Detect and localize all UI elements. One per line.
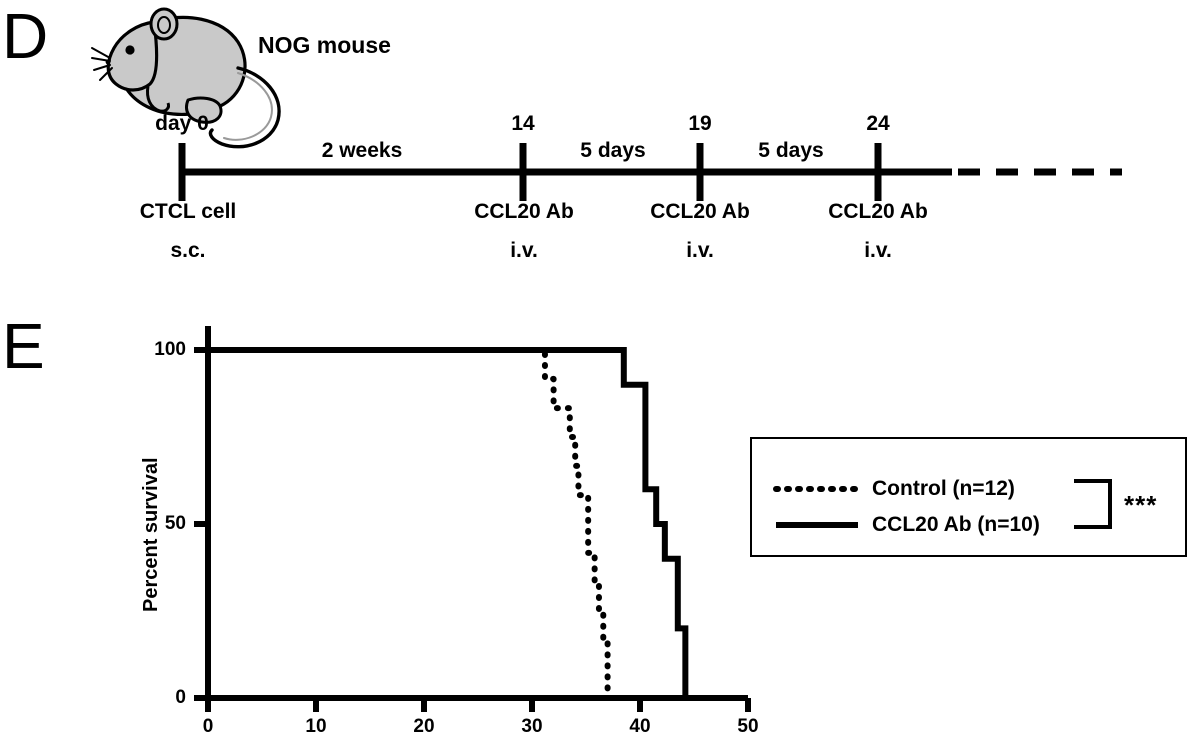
panel-letter-e: E bbox=[2, 310, 45, 382]
timeline-tick-label-day14: 14 bbox=[511, 112, 535, 135]
timeline-interval-2-weeks: 2 weeks bbox=[321, 139, 403, 162]
timeline-tick-label-day0: day 0 bbox=[155, 112, 209, 135]
legend-graphics bbox=[773, 479, 1112, 529]
x-tick-label-10: 10 bbox=[305, 716, 327, 737]
timeline-tick-label-day24: 24 bbox=[866, 112, 890, 135]
timeline-interval-5-days-b: 5 days bbox=[758, 139, 824, 162]
timeline-event-day0-line1: CTCL cell bbox=[139, 200, 237, 223]
timeline-event-day0-line2: s.c. bbox=[170, 239, 206, 262]
y-tick-label-50: 50 bbox=[164, 513, 186, 534]
survival-plot bbox=[194, 326, 751, 712]
series-ccl20-line bbox=[208, 347, 689, 698]
legend-label-ccl20: CCL20 Ab (n=10) bbox=[872, 513, 1040, 536]
legend-box: Control (n=12) CCL20 Ab (n=10) *** bbox=[750, 437, 1187, 557]
y-tick-label-100: 100 bbox=[154, 339, 186, 360]
x-tick-label-50: 50 bbox=[737, 716, 759, 737]
x-tick-label-0: 0 bbox=[202, 716, 214, 737]
plot-axes bbox=[194, 326, 751, 712]
mouse-caption: NOG mouse bbox=[258, 32, 391, 58]
timeline-axis bbox=[178, 143, 1122, 201]
x-tick-label-30: 30 bbox=[521, 716, 543, 737]
timeline-interval-5-days-a: 5 days bbox=[580, 139, 646, 162]
series-control-line bbox=[205, 347, 611, 701]
comparison-bracket-icon bbox=[1074, 479, 1112, 529]
timeline-event-day14-line2: i.v. bbox=[510, 239, 538, 262]
x-tick-label-20: 20 bbox=[413, 716, 435, 737]
timeline-tick-label-day19: 19 bbox=[688, 112, 712, 135]
timeline-event-day24-line2: i.v. bbox=[864, 239, 892, 262]
timeline-event-day14-line1: CCL20 Ab bbox=[474, 200, 574, 223]
y-tick-label-0: 0 bbox=[175, 687, 186, 708]
timeline-event-day19-line1: CCL20 Ab bbox=[650, 200, 750, 223]
timeline-event-day19-line2: i.v. bbox=[686, 239, 714, 262]
timeline-event-day24-line1: CCL20 Ab bbox=[828, 200, 928, 223]
legend-label-control: Control (n=12) bbox=[872, 477, 1015, 500]
plot-series bbox=[205, 347, 689, 701]
mouse-illustration bbox=[91, 7, 281, 149]
panel-letter-d: D bbox=[2, 0, 49, 72]
x-tick-label-40: 40 bbox=[629, 716, 651, 737]
significance-stars: *** bbox=[1124, 490, 1158, 520]
